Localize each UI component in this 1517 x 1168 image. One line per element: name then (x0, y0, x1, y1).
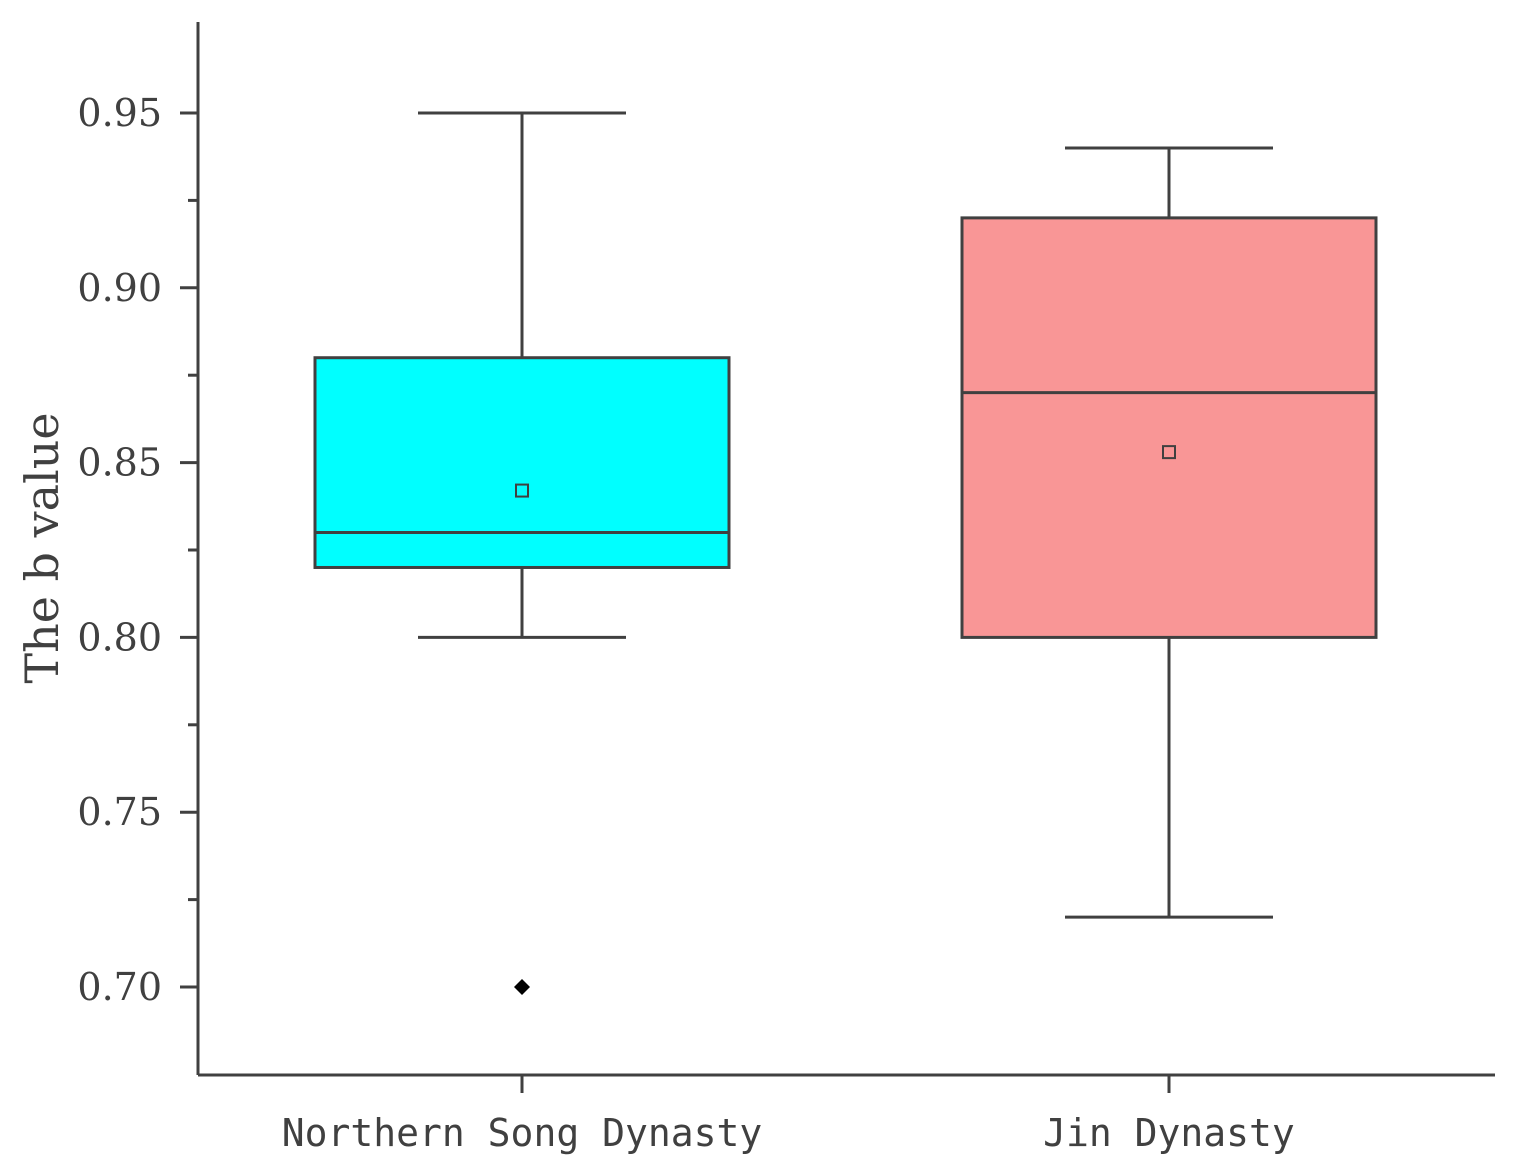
y-tick-label: 0.85 (77, 441, 162, 485)
x-ticks: Northern Song Dynasty Jin Dynasty (282, 1075, 1295, 1155)
box-group (313, 111, 731, 995)
y-tick-label: 0.75 (77, 790, 162, 834)
iqr-box (960, 216, 1378, 639)
x-category-label: Northern Song Dynasty (282, 1111, 762, 1155)
boxes (313, 111, 1378, 995)
mean-marker (515, 483, 529, 498)
outlier-point (514, 979, 530, 995)
y-axis-title: The b value (15, 412, 69, 683)
y-tick-label: 0.90 (77, 266, 162, 310)
iqr-box (313, 356, 731, 569)
y-tick-label: 0.80 (77, 615, 162, 659)
mean-marker (1162, 445, 1176, 460)
y-tick-label: 0.95 (77, 91, 162, 135)
y-ticks: 0.70 0.75 0.80 0.85 0.90 0.95 (77, 91, 198, 1009)
x-category-label: Jin Dynasty (1043, 1111, 1295, 1155)
y-tick-label: 0.70 (77, 965, 162, 1009)
box-group (960, 146, 1378, 919)
